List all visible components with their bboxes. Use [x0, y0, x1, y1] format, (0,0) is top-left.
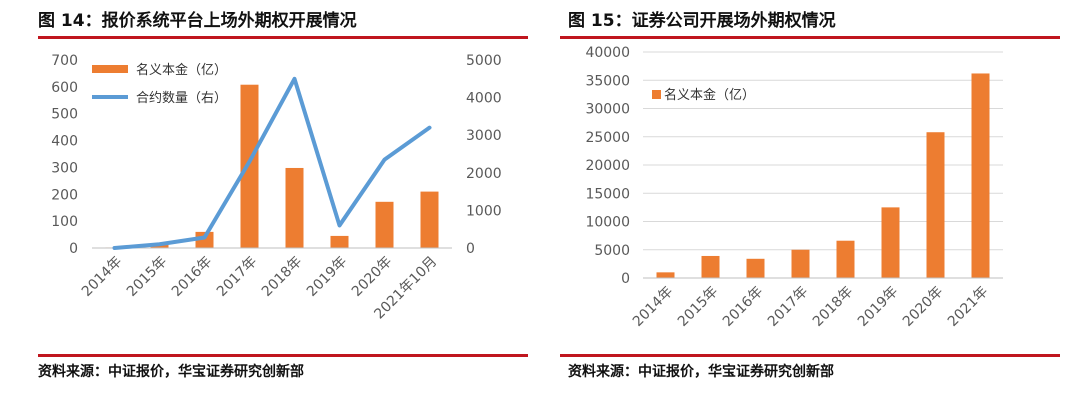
x-tick-label: 2017年 — [214, 254, 260, 300]
x-tick-label: 2018年 — [810, 284, 856, 330]
bar — [791, 249, 810, 278]
bar — [926, 132, 945, 278]
y-right-tick-label: 1000 — [466, 203, 502, 219]
y-right-tick-label: 4000 — [466, 91, 502, 107]
x-tick-label: 2017年 — [765, 284, 811, 330]
y-tick-label: 30000 — [585, 102, 630, 118]
chart-source-left: 资料来源：中证报价，华宝证券研究创新部 — [38, 364, 304, 380]
y-tick-label: 5000 — [594, 243, 630, 259]
bar — [746, 258, 765, 278]
y-tick-label: 40000 — [585, 45, 630, 61]
chart-panel-left: 图 14：报价系统平台上场外期权开展情况 0 100 200 300 400 500 600… — [0, 0, 535, 402]
y-left-tick-label: 400 — [51, 134, 78, 150]
source-rule-left — [38, 354, 528, 357]
x-tick-label: 2019年 — [855, 284, 901, 330]
x-tick-label: 2016年 — [720, 284, 766, 330]
bar — [420, 191, 439, 248]
x-tick-label: 2015年 — [675, 284, 721, 330]
bar — [285, 167, 304, 248]
bar — [656, 272, 675, 278]
source-rule-right — [560, 354, 1060, 357]
bar — [375, 201, 394, 248]
title-rule-right — [560, 36, 1060, 39]
y-tick-label: 10000 — [585, 215, 630, 231]
bar — [836, 240, 855, 278]
y-left-tick-label: 0 — [69, 241, 78, 257]
chart-title-right: 图 15：证券公司开展场外期权情况 — [568, 11, 836, 31]
legend-bar-label: 名义本金（亿） — [664, 87, 755, 103]
line-series-contracts — [112, 76, 432, 250]
y-tick-label: 20000 — [585, 158, 630, 174]
chart-panel-right: 图 15：证券公司开展场外期权情况 0 5000 10000 15000 20000 25… — [540, 0, 1080, 402]
chart-left: 0 100 200 300 400 500 600 700 0 1000 2000 3000 4000 5… — [51, 53, 502, 322]
x-tick-label: 2018年 — [259, 254, 305, 300]
x-tick-label: 2014年 — [79, 254, 125, 300]
chart-right: 0 5000 10000 15000 20000 25000 30000 35000 40000… — [585, 45, 1003, 330]
bar — [971, 73, 990, 278]
x-tick-label: 2020年 — [900, 284, 946, 330]
legend-bar-swatch — [92, 65, 128, 73]
y-left-tick-label: 500 — [51, 107, 78, 123]
x-tick-label: 2014年 — [630, 284, 676, 330]
legend-line-label: 合约数量（右） — [136, 91, 227, 106]
y-tick-label: 35000 — [585, 73, 630, 89]
y-left-tick-label: 300 — [51, 160, 78, 176]
y-left-tick-label: 700 — [51, 53, 78, 69]
legend-bar-swatch — [652, 90, 661, 99]
bar — [330, 235, 349, 248]
x-tick-label: 2021年 — [945, 284, 991, 330]
y-right-tick-label: 2000 — [466, 166, 502, 182]
x-tick-label: 2015年 — [124, 254, 170, 300]
x-tick-label: 2019年 — [304, 254, 350, 300]
bar — [701, 255, 720, 278]
bar — [240, 84, 259, 248]
bar — [881, 207, 900, 278]
y-tick-label: 15000 — [585, 186, 630, 202]
y-right-tick-label: 5000 — [466, 53, 502, 69]
title-rule-left — [38, 36, 528, 39]
y-right-tick-label: 3000 — [466, 128, 502, 144]
y-left-tick-label: 200 — [51, 187, 78, 203]
y-tick-label: 0 — [621, 271, 630, 287]
chart-source-right: 资料来源：中证报价，华宝证券研究创新部 — [568, 364, 834, 380]
y-left-tick-label: 100 — [51, 214, 78, 230]
legend-bar-label: 名义本金（亿） — [136, 62, 227, 78]
chart-title-left: 图 14：报价系统平台上场外期权开展情况 — [38, 11, 357, 31]
bar — [195, 231, 214, 248]
y-right-tick-label: 0 — [466, 241, 475, 257]
y-left-tick-label: 600 — [51, 80, 78, 96]
x-tick-label: 2016年 — [169, 254, 215, 300]
bar — [150, 244, 169, 248]
y-tick-label: 25000 — [585, 130, 630, 146]
